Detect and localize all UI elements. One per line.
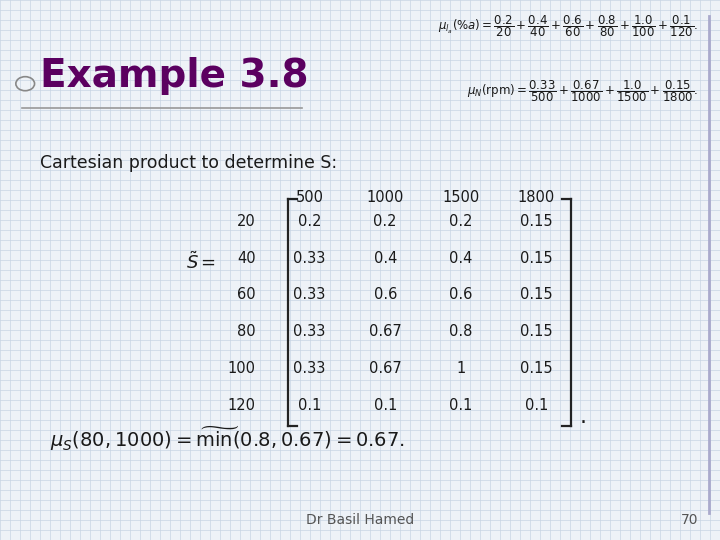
- Text: 0.15: 0.15: [520, 324, 553, 339]
- Text: 0.15: 0.15: [520, 361, 553, 376]
- Text: 0.33: 0.33: [294, 287, 325, 302]
- Text: 0.15: 0.15: [520, 287, 553, 302]
- Text: 0.33: 0.33: [294, 324, 325, 339]
- Text: 0.67: 0.67: [369, 324, 402, 339]
- Text: 500: 500: [296, 190, 323, 205]
- Text: 20: 20: [237, 214, 256, 229]
- Text: $\mu_S(80, 1000) = \widetilde{\min}(0.8, 0.67) = 0.67.$: $\mu_S(80, 1000) = \widetilde{\min}(0.8,…: [50, 424, 405, 453]
- Text: 0.1: 0.1: [449, 397, 472, 413]
- Text: 0.4: 0.4: [449, 251, 472, 266]
- Text: 0.2: 0.2: [298, 214, 321, 229]
- Text: 40: 40: [237, 251, 256, 266]
- Text: 120: 120: [228, 397, 256, 413]
- Text: 60: 60: [237, 287, 256, 302]
- Text: 0.67: 0.67: [369, 361, 402, 376]
- Text: Example 3.8: Example 3.8: [40, 57, 308, 94]
- Text: 0.6: 0.6: [449, 287, 472, 302]
- Text: 0.1: 0.1: [525, 397, 548, 413]
- Text: 0.4: 0.4: [374, 251, 397, 266]
- Text: 0.15: 0.15: [520, 214, 553, 229]
- Text: Dr Basil Hamed: Dr Basil Hamed: [306, 512, 414, 526]
- Text: 0.2: 0.2: [449, 214, 472, 229]
- Text: $\mu_N(\mathrm{rpm}) = \dfrac{0.33}{500} + \dfrac{0.67}{1000} + \dfrac{1.0}{1500: $\mu_N(\mathrm{rpm}) = \dfrac{0.33}{500}…: [467, 78, 698, 104]
- Text: 1000: 1000: [366, 190, 404, 205]
- Text: Cartesian product to determine S:: Cartesian product to determine S:: [40, 154, 337, 172]
- Text: 1500: 1500: [442, 190, 480, 205]
- Text: .: .: [580, 407, 587, 428]
- Text: 1800: 1800: [518, 190, 555, 205]
- Text: 0.33: 0.33: [294, 361, 325, 376]
- Text: 100: 100: [228, 361, 256, 376]
- Text: 80: 80: [237, 324, 256, 339]
- Text: $\mu_{l_a}(\%a) = \dfrac{0.2}{20} + \dfrac{0.4}{40} + \dfrac{0.6}{60} + \dfrac{0: $\mu_{l_a}(\%a) = \dfrac{0.2}{20} + \dfr…: [438, 14, 698, 39]
- Text: 70: 70: [681, 512, 698, 526]
- Text: 1: 1: [456, 361, 465, 376]
- Text: 0.1: 0.1: [298, 397, 321, 413]
- Text: 0.33: 0.33: [294, 251, 325, 266]
- Text: 0.8: 0.8: [449, 324, 472, 339]
- Text: 0.6: 0.6: [374, 287, 397, 302]
- Text: 0.2: 0.2: [374, 214, 397, 229]
- Text: $\tilde{S} =$: $\tilde{S} =$: [186, 251, 216, 273]
- Text: 0.15: 0.15: [520, 251, 553, 266]
- Text: 0.1: 0.1: [374, 397, 397, 413]
